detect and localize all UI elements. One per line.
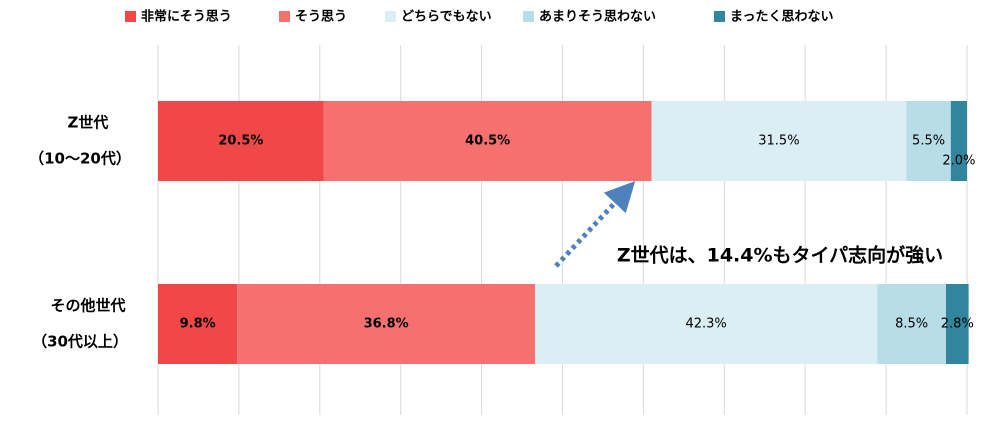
category-label: （10～20代） [29, 150, 131, 168]
annotation: Z世代は、14.4%もタイパ志向が強い [617, 244, 943, 267]
legend-label: そう思う [295, 10, 347, 25]
legend-label: まったく思わない [730, 10, 833, 25]
legend-swatch [523, 11, 534, 22]
bar-segment [906, 101, 951, 181]
category-label: （30代以上） [32, 333, 128, 351]
legend-label: どちらでもない [401, 10, 492, 25]
data-label: 36.8% [364, 317, 409, 332]
legend-swatch [125, 11, 136, 22]
bar-segment [877, 284, 946, 364]
legend-swatch [279, 11, 290, 22]
bar-segment [945, 284, 969, 364]
bar-segment [158, 284, 238, 364]
category-label: その他世代 [50, 297, 125, 315]
bar-segment [237, 284, 535, 364]
legend-label: 非常にそう思う [141, 9, 232, 25]
legend-swatch [385, 11, 396, 22]
data-label: 2.0% [942, 154, 975, 169]
data-label: 20.5% [218, 134, 263, 149]
bar-segment [158, 101, 324, 181]
bar-segment [651, 101, 907, 181]
data-label: 8.5% [895, 317, 928, 332]
legend-swatch [714, 11, 725, 22]
bar-segment [950, 101, 967, 181]
data-label: 31.5% [758, 134, 799, 149]
data-label: 2.8% [941, 317, 974, 332]
data-label: 40.5% [465, 134, 510, 149]
bar-segment [534, 284, 878, 364]
annotation-arrow [554, 181, 636, 268]
bar-segment [323, 101, 652, 181]
data-label: 5.5% [912, 134, 945, 149]
category-label: Z世代 [68, 114, 109, 132]
data-label: 9.8% [180, 317, 216, 332]
legend-label: あまりそう思わない [539, 10, 656, 25]
data-label: 42.3% [685, 317, 726, 332]
